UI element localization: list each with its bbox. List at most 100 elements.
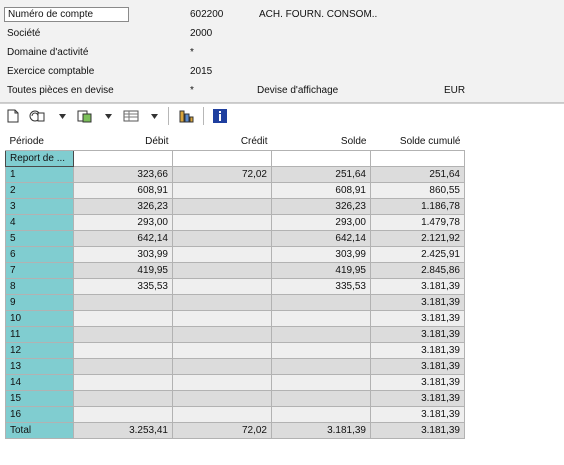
total-row[interactable]: Total 3.253,41 72,02 3.181,39 3.181,39	[5, 421, 465, 439]
credit-cell[interactable]	[172, 261, 272, 279]
debit-cell[interactable]: 419,95	[73, 261, 173, 279]
table-row[interactable]: 2 608,91 608,91 860,55	[5, 181, 465, 199]
credit-cell[interactable]: 72,02	[172, 421, 272, 439]
cumulative-balance-cell[interactable]: 3.181,39	[370, 277, 465, 295]
period-cell[interactable]: 1	[5, 165, 74, 183]
debit-cell[interactable]	[73, 309, 173, 327]
refresh-documents-icon[interactable]	[26, 107, 50, 125]
cumulative-balance-cell[interactable]: 3.181,39	[370, 293, 465, 311]
credit-cell[interactable]	[172, 373, 272, 391]
cumulative-balance-cell[interactable]: 1.479,78	[370, 213, 465, 231]
balance-cell[interactable]: 608,91	[271, 181, 371, 199]
period-cell[interactable]: 13	[5, 357, 74, 375]
period-cell[interactable]: 3	[5, 197, 74, 215]
debit-cell[interactable]	[73, 357, 173, 375]
cumulative-balance-cell[interactable]: 2.121,92	[370, 229, 465, 247]
debit-cell[interactable]	[73, 389, 173, 407]
period-cell[interactable]: 9	[5, 293, 74, 311]
balance-cell[interactable]	[271, 373, 371, 391]
debit-cell[interactable]: 335,53	[73, 277, 173, 295]
credit-cell[interactable]	[172, 277, 272, 295]
debit-cell[interactable]: 326,23	[73, 197, 173, 215]
table-row[interactable]: 5 642,14 642,14 2.121,92	[5, 229, 465, 247]
table-row[interactable]: 14 3.181,39	[5, 373, 465, 391]
table-row[interactable]: 1 323,66 72,02 251,64 251,64	[5, 165, 465, 183]
table-row[interactable]: 12 3.181,39	[5, 341, 465, 359]
info-icon[interactable]	[210, 107, 230, 125]
period-cell[interactable]: 12	[5, 341, 74, 359]
period-cell[interactable]: 6	[5, 245, 74, 263]
period-cell[interactable]: 16	[5, 405, 74, 423]
chevron-down-icon[interactable]	[100, 107, 116, 125]
balance-cell[interactable]: 251,64	[271, 165, 371, 183]
debit-cell[interactable]	[73, 341, 173, 359]
debit-cell[interactable]	[73, 405, 173, 423]
export-icon[interactable]	[74, 107, 96, 125]
table-row[interactable]: 10 3.181,39	[5, 309, 465, 327]
balance-cell[interactable]	[271, 357, 371, 375]
balance-cell[interactable]: 326,23	[271, 197, 371, 215]
cumulative-balance-cell[interactable]: 3.181,39	[370, 373, 465, 391]
table-row[interactable]: 4 293,00 293,00 1.479,78	[5, 213, 465, 231]
cumulative-balance-cell[interactable]: 3.181,39	[370, 389, 465, 407]
debit-cell[interactable]: 608,91	[73, 181, 173, 199]
period-cell[interactable]: 10	[5, 309, 74, 327]
period-cell[interactable]: Total	[5, 421, 74, 439]
table-row[interactable]: 15 3.181,39	[5, 389, 465, 407]
cumulative-balance-cell[interactable]: 2.845,86	[370, 261, 465, 279]
credit-cell[interactable]	[172, 389, 272, 407]
cumulative-balance-cell[interactable]: 2.425,91	[370, 245, 465, 263]
credit-cell[interactable]	[172, 309, 272, 327]
cumulative-balance-cell[interactable]: 1.186,78	[370, 197, 465, 215]
balance-cell[interactable]	[271, 341, 371, 359]
balance-cell[interactable]: 293,00	[271, 213, 371, 231]
cumulative-balance-cell[interactable]	[370, 149, 465, 167]
credit-cell[interactable]	[172, 181, 272, 199]
debit-cell[interactable]: 3.253,41	[73, 421, 173, 439]
balance-cell[interactable]: 419,95	[271, 261, 371, 279]
debit-cell[interactable]	[73, 293, 173, 311]
balance-cell[interactable]	[271, 405, 371, 423]
period-cell[interactable]: Report de ...	[5, 149, 74, 167]
debit-cell[interactable]: 293,00	[73, 213, 173, 231]
cumulative-balance-cell[interactable]: 3.181,39	[370, 309, 465, 327]
cumulative-balance-cell[interactable]: 3.181,39	[370, 405, 465, 423]
table-row[interactable]: 8 335,53 335,53 3.181,39	[5, 277, 465, 295]
period-cell[interactable]: 11	[5, 325, 74, 343]
chevron-down-icon[interactable]	[54, 107, 70, 125]
balance-cell[interactable]: 3.181,39	[271, 421, 371, 439]
period-cell[interactable]: 15	[5, 389, 74, 407]
credit-cell[interactable]	[172, 405, 272, 423]
balance-cell[interactable]	[271, 309, 371, 327]
balance-cell[interactable]	[271, 325, 371, 343]
period-cell[interactable]: 2	[5, 181, 74, 199]
period-cell[interactable]: 5	[5, 229, 74, 247]
column-header-credit[interactable]: Crédit	[172, 134, 272, 151]
chevron-down-icon[interactable]	[146, 107, 162, 125]
credit-cell[interactable]	[172, 213, 272, 231]
column-header-debit[interactable]: Débit	[73, 134, 173, 151]
period-cell[interactable]: 7	[5, 261, 74, 279]
table-row[interactable]: 9 3.181,39	[5, 293, 465, 311]
credit-cell[interactable]	[172, 149, 272, 167]
cumulative-balance-cell[interactable]: 3.181,39	[370, 341, 465, 359]
debit-cell[interactable]: 323,66	[73, 165, 173, 183]
balance-cell[interactable]: 303,99	[271, 245, 371, 263]
cumulative-balance-cell[interactable]: 3.181,39	[370, 357, 465, 375]
credit-cell[interactable]	[172, 341, 272, 359]
credit-cell[interactable]	[172, 293, 272, 311]
balance-cell[interactable]	[271, 293, 371, 311]
layout-icon[interactable]	[120, 107, 142, 125]
column-header-solde-cumule[interactable]: Solde cumulé	[370, 134, 465, 151]
cumulative-balance-cell[interactable]: 3.181,39	[370, 325, 465, 343]
account-label[interactable]: Numéro de compte	[4, 7, 129, 22]
table-row[interactable]: 11 3.181,39	[5, 325, 465, 343]
balance-cell[interactable]: 642,14	[271, 229, 371, 247]
column-header-solde[interactable]: Solde	[271, 134, 371, 151]
period-cell[interactable]: 4	[5, 213, 74, 231]
credit-cell[interactable]	[172, 325, 272, 343]
table-row[interactable]: 7 419,95 419,95 2.845,86	[5, 261, 465, 279]
credit-cell[interactable]	[172, 357, 272, 375]
column-header-periode[interactable]: Période	[5, 134, 74, 151]
cumulative-balance-cell[interactable]: 251,64	[370, 165, 465, 183]
